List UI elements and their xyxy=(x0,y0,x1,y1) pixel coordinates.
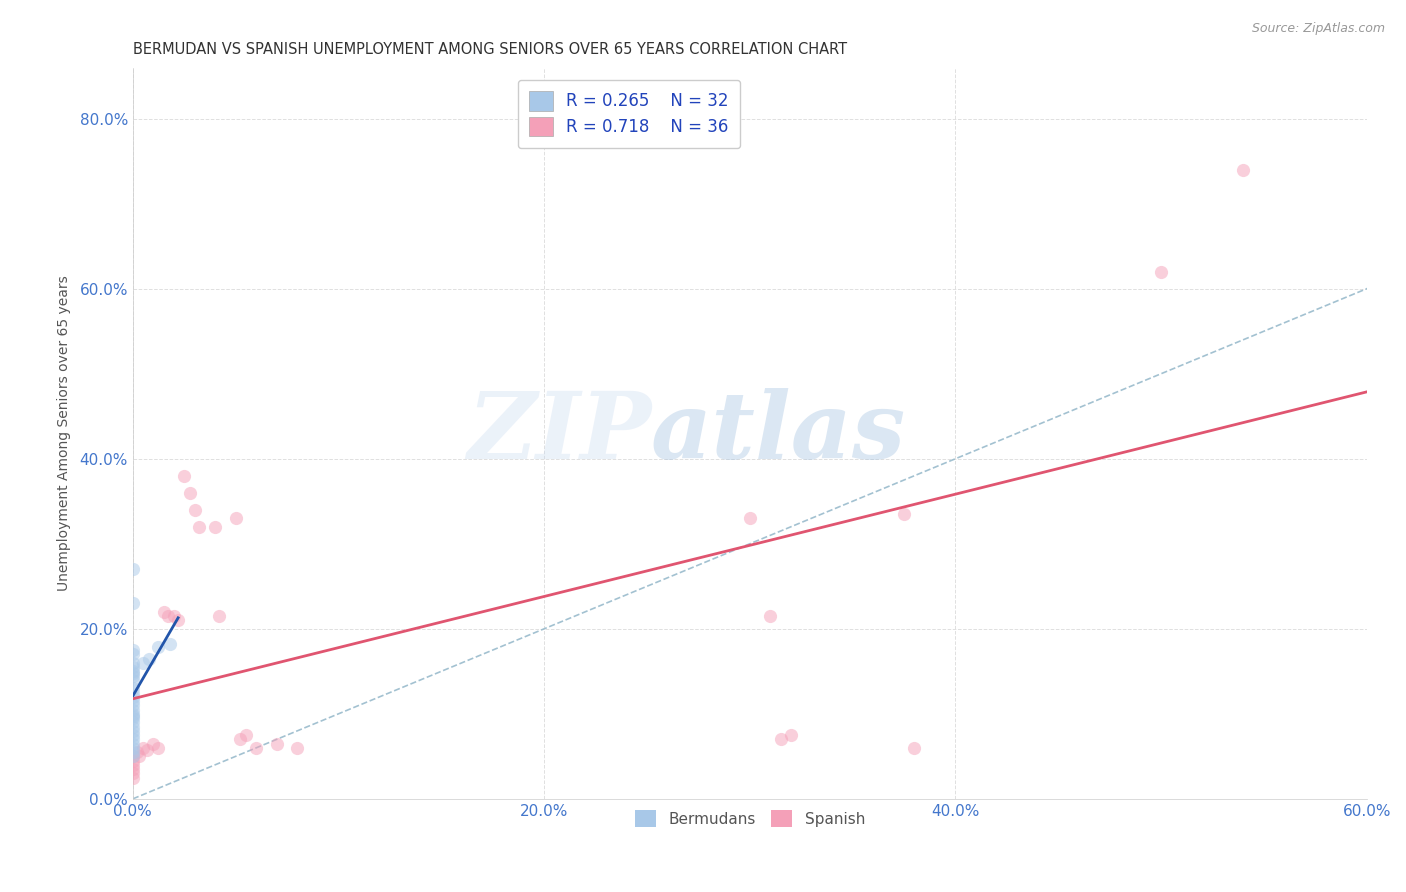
Point xyxy=(122,754,145,768)
Point xyxy=(122,737,145,751)
Point xyxy=(229,732,252,747)
Point xyxy=(163,609,186,624)
Point xyxy=(122,723,145,738)
Point xyxy=(167,613,190,627)
Point xyxy=(156,609,179,624)
Point xyxy=(769,732,792,747)
Point xyxy=(122,656,145,670)
Point xyxy=(125,745,148,759)
Point xyxy=(136,742,159,756)
Point xyxy=(122,745,145,759)
Point xyxy=(122,749,145,764)
Point xyxy=(122,673,145,687)
Text: Source: ZipAtlas.com: Source: ZipAtlas.com xyxy=(1251,22,1385,36)
Point xyxy=(235,728,257,742)
Point xyxy=(122,694,145,708)
Text: atlas: atlas xyxy=(651,388,907,478)
Point xyxy=(122,715,145,730)
Point xyxy=(173,468,195,483)
Point xyxy=(122,660,145,674)
Point xyxy=(204,520,226,534)
Point xyxy=(122,766,145,780)
Point xyxy=(138,651,160,665)
Point xyxy=(287,740,309,755)
Point xyxy=(122,762,145,776)
Point xyxy=(122,562,145,576)
Point xyxy=(122,668,145,682)
Text: BERMUDAN VS SPANISH UNEMPLOYMENT AMONG SENIORS OVER 65 YEARS CORRELATION CHART: BERMUDAN VS SPANISH UNEMPLOYMENT AMONG S… xyxy=(134,42,846,57)
Point xyxy=(122,740,145,755)
Y-axis label: Unemployment Among Seniors over 65 years: Unemployment Among Seniors over 65 years xyxy=(58,276,72,591)
Point xyxy=(122,706,145,721)
Point xyxy=(245,740,267,755)
Point xyxy=(122,665,145,679)
Point xyxy=(266,737,288,751)
Point xyxy=(142,737,165,751)
Point xyxy=(159,637,181,651)
Point xyxy=(208,609,231,624)
Point xyxy=(903,740,925,755)
Point xyxy=(122,643,145,657)
Point xyxy=(146,640,169,655)
Point xyxy=(122,698,145,713)
Point xyxy=(128,749,150,764)
Point xyxy=(122,596,145,610)
Point xyxy=(122,757,145,772)
Point xyxy=(122,728,145,742)
Point xyxy=(893,507,915,521)
Point xyxy=(122,711,145,725)
Point xyxy=(122,771,145,785)
Point xyxy=(187,520,209,534)
Point xyxy=(122,749,145,764)
Point xyxy=(183,502,205,516)
Point xyxy=(738,511,761,525)
Point xyxy=(132,740,155,755)
Point xyxy=(122,732,145,747)
Point xyxy=(759,609,782,624)
Text: ZIP: ZIP xyxy=(467,388,651,478)
Point xyxy=(1232,162,1254,177)
Point xyxy=(122,720,145,734)
Point xyxy=(122,681,145,696)
Point xyxy=(132,656,155,670)
Point xyxy=(122,648,145,662)
Point xyxy=(146,740,169,755)
Point xyxy=(122,685,145,699)
Point xyxy=(122,702,145,716)
Point xyxy=(122,665,145,680)
Point xyxy=(780,728,803,742)
Point xyxy=(179,485,201,500)
Point xyxy=(225,511,247,525)
Legend: Bermudans, Spanish: Bermudans, Spanish xyxy=(627,802,873,835)
Point xyxy=(1150,265,1173,279)
Point xyxy=(152,605,174,619)
Point xyxy=(122,690,145,704)
Point xyxy=(122,709,145,723)
